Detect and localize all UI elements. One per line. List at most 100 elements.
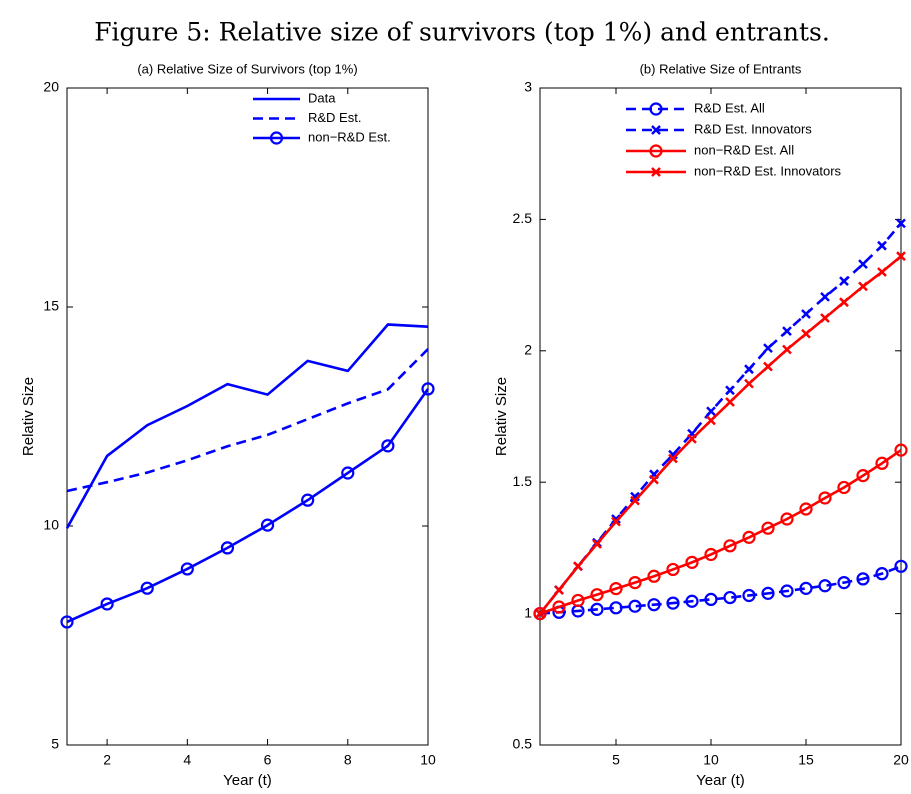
series-line	[538, 222, 902, 615]
marker	[894, 443, 908, 457]
marker	[837, 575, 851, 590]
marker	[837, 480, 851, 495]
marker	[761, 586, 775, 600]
marker	[799, 502, 813, 516]
legend-label: non−R&D Est. All	[694, 142, 794, 157]
marker	[685, 594, 699, 608]
marker	[801, 309, 811, 319]
marker	[628, 599, 642, 613]
marker	[533, 606, 547, 621]
marker	[782, 326, 792, 336]
legend-label: non−R&D Est. Innovators	[694, 163, 842, 178]
marker	[573, 561, 583, 572]
y-axis-label: Relativ Size	[20, 377, 37, 456]
marker	[744, 378, 754, 389]
marker	[725, 385, 735, 396]
marker	[666, 562, 680, 577]
marker	[896, 251, 906, 262]
y-tick-label: 10	[43, 517, 59, 533]
marker	[723, 590, 737, 605]
marker	[554, 585, 564, 595]
legend-label: Data	[308, 90, 336, 105]
marker	[630, 495, 640, 506]
marker	[611, 516, 621, 527]
y-tick-label: 20	[43, 79, 59, 95]
legend-label: R&D Est. Innovators	[694, 121, 812, 136]
axes-box	[66, 87, 429, 746]
marker	[687, 433, 697, 444]
marker	[858, 259, 868, 269]
axes-title: (b) Relative Size of Entrants	[640, 61, 802, 76]
series-line	[539, 565, 902, 615]
marker	[704, 592, 718, 607]
marker	[381, 439, 395, 453]
marker	[668, 453, 678, 464]
marker	[611, 514, 621, 524]
marker	[818, 491, 832, 505]
marker	[877, 267, 887, 277]
y-tick-label: 1.5	[513, 473, 533, 489]
marker	[590, 602, 604, 616]
legend-marker	[269, 131, 284, 145]
marker	[820, 313, 830, 323]
marker	[723, 539, 737, 553]
x-tick-label: 15	[798, 752, 814, 768]
x-tick-label: 8	[344, 752, 352, 768]
marker	[706, 415, 716, 426]
marker	[725, 397, 735, 407]
marker	[592, 539, 602, 549]
marker	[780, 512, 794, 526]
marker	[780, 584, 794, 598]
marker	[875, 456, 889, 470]
legend-marker	[651, 125, 661, 135]
marker	[260, 518, 275, 532]
legend-label: non−R&D Est.	[308, 129, 391, 144]
marker	[744, 364, 754, 375]
marker	[628, 575, 642, 590]
marker	[180, 562, 194, 576]
y-tick-label: 5	[51, 736, 59, 752]
legend-marker	[649, 102, 663, 116]
y-tick-label: 0.5	[513, 736, 533, 752]
marker	[894, 559, 908, 573]
axes-title: (a) Relative Size of Survivors (top 1%)	[137, 61, 357, 76]
marker	[685, 555, 699, 569]
series-line	[539, 449, 902, 615]
marker	[100, 597, 114, 611]
marker	[763, 361, 773, 372]
marker	[301, 493, 315, 507]
marker	[649, 474, 659, 485]
x-tick-label: 20	[893, 752, 909, 768]
marker	[341, 466, 355, 480]
marker	[609, 601, 623, 615]
x-tick-label: 10	[420, 752, 436, 768]
legend-marker	[651, 167, 661, 177]
marker	[706, 406, 716, 417]
marker	[647, 598, 661, 612]
marker	[220, 541, 235, 555]
marker	[140, 581, 154, 595]
marker	[839, 276, 849, 287]
y-tick-label: 1	[524, 604, 532, 620]
marker	[609, 582, 623, 596]
x-tick-label: 4	[183, 752, 191, 768]
marker	[666, 596, 680, 610]
legend-label: R&D Est. All	[694, 100, 765, 115]
series-line	[65, 323, 429, 529]
marker	[856, 469, 870, 483]
series-line	[66, 348, 429, 493]
marker	[552, 600, 566, 614]
marker	[763, 343, 773, 354]
marker	[782, 344, 792, 355]
series-line	[538, 255, 902, 615]
marker	[799, 581, 813, 595]
x-tick-label: 10	[703, 752, 719, 768]
y-tick-label: 15	[43, 298, 59, 314]
figure-caption: Figure 5: Relative size of survivors (to…	[94, 18, 830, 47]
marker	[742, 530, 756, 544]
marker	[896, 218, 906, 229]
marker	[60, 615, 74, 629]
x-axis-label: Year (t)	[223, 772, 272, 789]
marker	[875, 567, 889, 581]
